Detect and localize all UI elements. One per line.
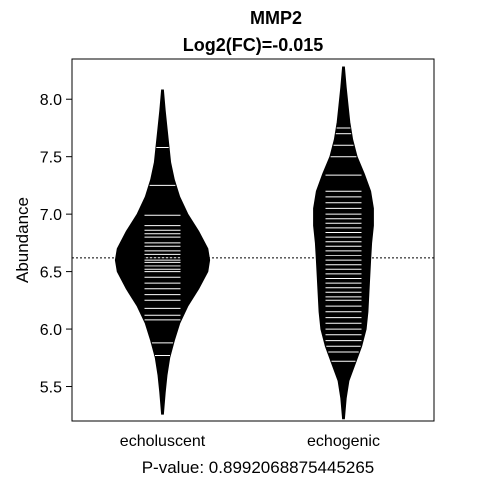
mean-lines-layer xyxy=(72,255,434,266)
x-axis-title: P-value: 0.8992068875445265 xyxy=(142,458,375,477)
y-tick-label: 7.5 xyxy=(40,150,62,167)
bean-echogenic xyxy=(313,66,374,420)
beans-layer xyxy=(114,66,374,420)
y-tick-label: 6.5 xyxy=(40,265,62,282)
x-axis: echoluscent echogenic xyxy=(120,433,380,450)
observation-lines-layer xyxy=(144,127,362,362)
x-tick-label-echogenic: echogenic xyxy=(307,433,380,450)
x-tick-label-echoluscent: echoluscent xyxy=(120,433,206,450)
y-axis: 5.5 6.0 6.5 7.0 7.5 8.0 xyxy=(40,59,73,421)
chart-subtitle: Log2(FC)=-0.015 xyxy=(183,35,324,55)
y-tick-label: 5.5 xyxy=(40,380,62,397)
y-tick-label: 8.0 xyxy=(40,92,62,109)
chart-title: MMP2 xyxy=(250,8,302,28)
y-tick-label: 6.0 xyxy=(40,322,62,339)
bean-echoluscent xyxy=(114,89,211,415)
y-tick-label: 7.0 xyxy=(40,207,62,224)
y-axis-title: Abundance xyxy=(13,197,32,283)
